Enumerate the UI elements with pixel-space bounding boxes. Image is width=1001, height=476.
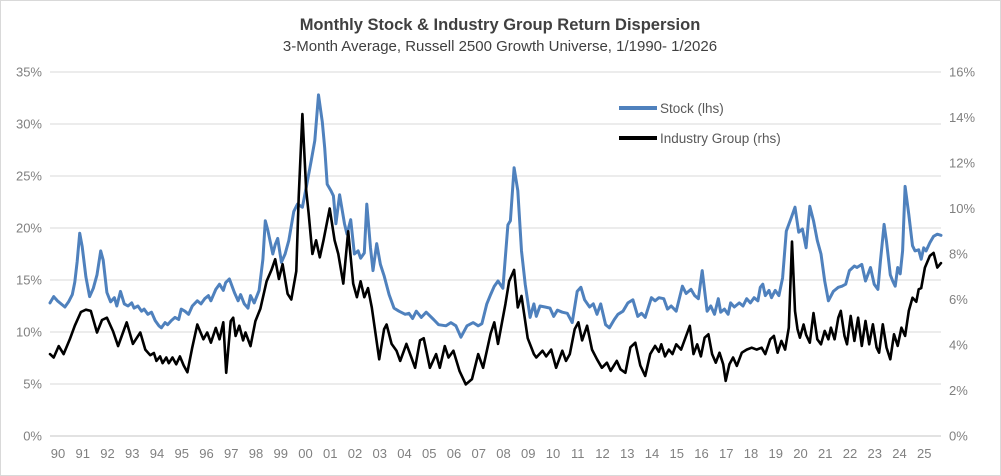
x-axis-tick: 92 — [100, 446, 114, 461]
x-axis-tick: 03 — [373, 446, 387, 461]
x-axis-tick: 23 — [868, 446, 882, 461]
gridlines — [50, 71, 941, 437]
right-axis-tick: 2% — [949, 383, 968, 398]
chart-title: Monthly Stock & Industry Group Return Di… — [300, 16, 701, 34]
right-axis-tick-labels: 16% 14% 12% 10% 8% 6% 4% 2% 0% — [949, 65, 975, 444]
x-axis-tick: 13 — [620, 446, 634, 461]
x-axis-tick: 25 — [917, 446, 931, 461]
x-axis-tick: 17 — [719, 446, 733, 461]
right-axis-tick: 14% — [949, 110, 975, 125]
x-axis-tick: 22 — [843, 446, 857, 461]
right-axis-tick: 4% — [949, 338, 968, 353]
left-axis-tick: 15% — [16, 273, 42, 288]
x-axis-tick: 02 — [348, 446, 362, 461]
right-axis-tick: 12% — [949, 156, 975, 171]
left-axis-tick: 20% — [16, 221, 42, 236]
x-axis-tick: 91 — [76, 446, 90, 461]
chart-subtitle: 3-Month Average, Russell 2500 Growth Uni… — [283, 38, 717, 55]
right-axis-tick: 8% — [949, 247, 968, 262]
stock-legend-label: Stock (lhs) — [660, 101, 724, 116]
legend: Stock (lhs) Industry Group (rhs) — [619, 101, 781, 146]
x-axis-tick: 21 — [818, 446, 832, 461]
left-axis-tick: 35% — [16, 65, 42, 80]
industry-group-series-line — [48, 112, 943, 386]
x-axis-tick: 18 — [744, 446, 758, 461]
x-axis-tick: 14 — [645, 446, 659, 461]
x-axis-tick: 07 — [472, 446, 486, 461]
x-axis-tick: 24 — [892, 446, 906, 461]
x-axis-tick: 98 — [249, 446, 263, 461]
x-axis-tick: 04 — [397, 446, 411, 461]
x-axis-tick: 20 — [793, 446, 807, 461]
x-axis-tick: 12 — [595, 446, 609, 461]
left-axis-tick: 0% — [23, 429, 42, 444]
x-axis-tick: 94 — [150, 446, 164, 461]
stock-series-line — [48, 93, 943, 339]
right-axis-tick: 6% — [949, 292, 968, 307]
right-axis-tick: 10% — [949, 201, 975, 216]
left-axis-tick: 30% — [16, 117, 42, 132]
x-axis-tick: 09 — [521, 446, 535, 461]
x-axis-tick: 00 — [298, 446, 312, 461]
x-axis-tick: 10 — [546, 446, 560, 461]
x-axis-tick: 16 — [694, 446, 708, 461]
x-axis-tick: 11 — [571, 446, 585, 461]
x-axis-tick: 96 — [199, 446, 213, 461]
left-axis-tick-labels: 35% 30% 25% 20% 15% 10% 5% 0% — [16, 65, 42, 444]
x-axis-tick: 15 — [670, 446, 684, 461]
x-axis-tick: 08 — [496, 446, 510, 461]
x-axis-tick: 97 — [224, 446, 238, 461]
left-axis-tick: 5% — [23, 377, 42, 392]
x-axis-tick: 19 — [769, 446, 783, 461]
left-axis-tick: 25% — [16, 169, 42, 184]
right-axis-tick: 0% — [949, 429, 968, 444]
x-axis-tick: 99 — [274, 446, 288, 461]
industry-group-legend-label: Industry Group (rhs) — [660, 131, 781, 146]
x-axis-tick: 05 — [422, 446, 436, 461]
x-axis-tick: 90 — [51, 446, 65, 461]
x-axis-tick-labels: 90 91 92 93 94 95 96 97 98 99 00 01 02 03 04 05 06 07 08 09… — [51, 446, 932, 461]
x-axis-tick: 06 — [447, 446, 461, 461]
x-axis-tick: 95 — [175, 446, 189, 461]
right-axis-tick: 16% — [949, 65, 975, 80]
x-axis-tick: 01 — [323, 446, 337, 461]
x-axis-tick: 93 — [125, 446, 139, 461]
left-axis-tick: 10% — [16, 325, 42, 340]
